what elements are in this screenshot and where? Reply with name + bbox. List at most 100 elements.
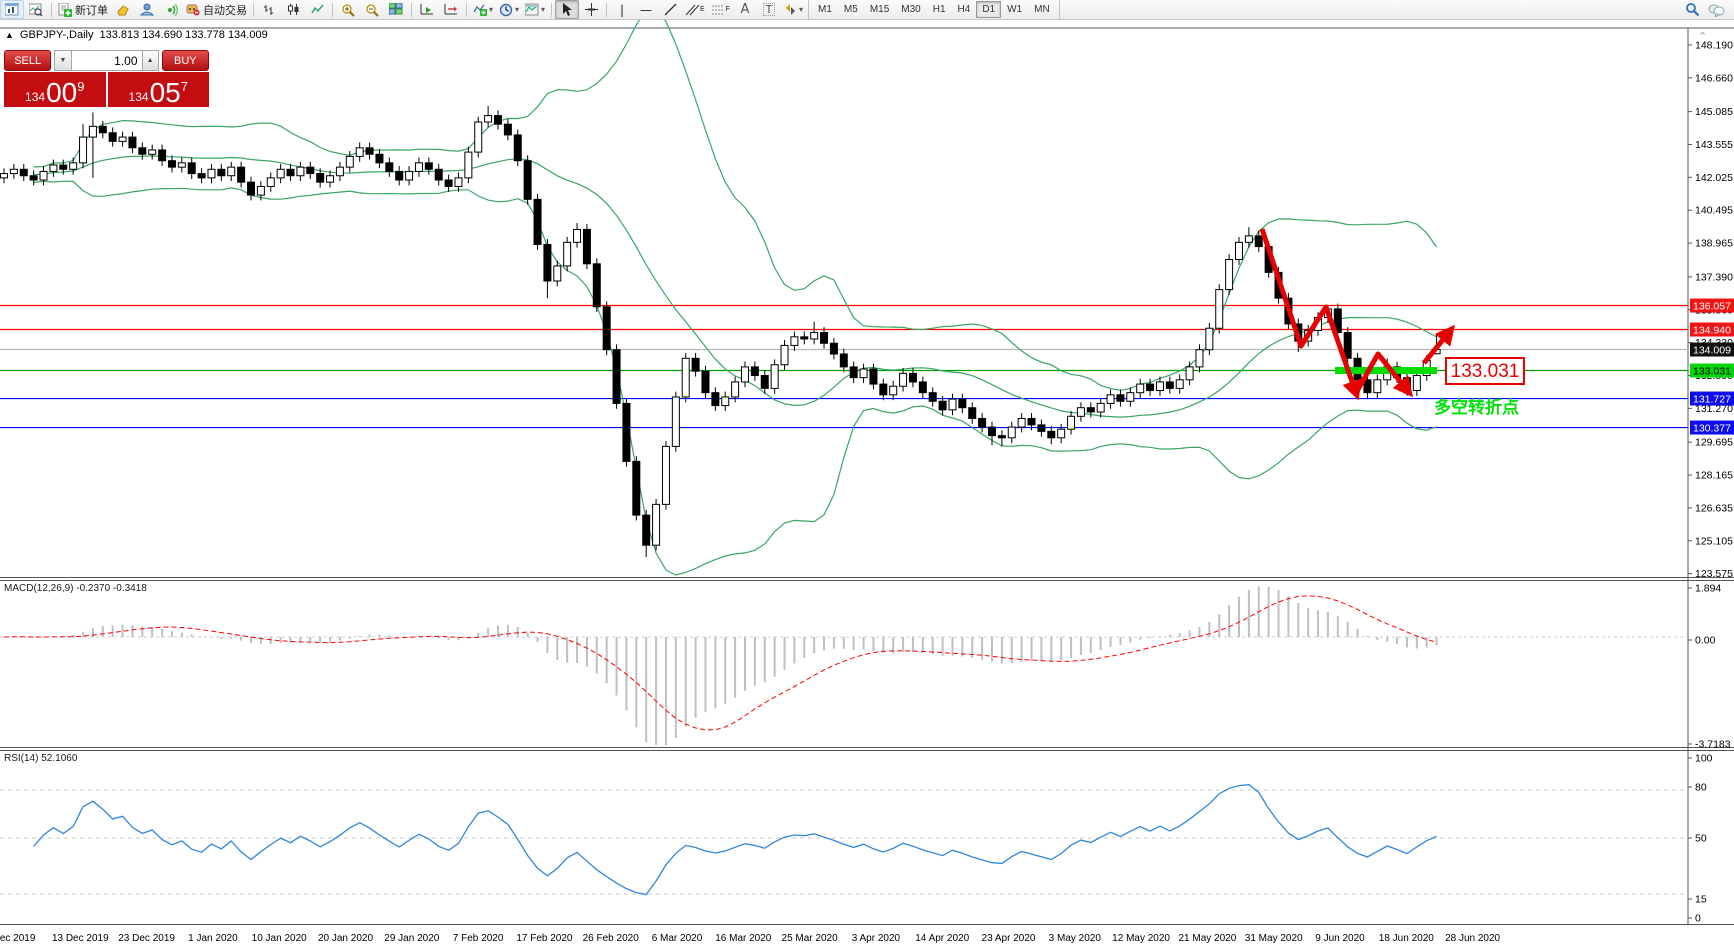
time-axis[interactable]: Dec 2019 13 Dec 2019 23 Dec 2019 1 Jan 2020… [0, 933, 1501, 944]
candle-body [256, 185, 265, 196]
candle-body [345, 155, 354, 168]
search-button[interactable] [1680, 0, 1704, 19]
timeframe-m15[interactable]: M15 [869, 4, 890, 15]
chat-button[interactable] [1704, 0, 1728, 19]
templates-button[interactable]: ▾ [522, 0, 548, 19]
price-callout-box[interactable] [1445, 357, 1525, 385]
candle-body [98, 125, 107, 134]
price-axis[interactable]: 148.190 146.660 145.085 143.555 142.025 140.4… [1688, 39, 1734, 580]
candle-body [1027, 417, 1036, 426]
timeframe-w1[interactable]: W1 [1007, 4, 1023, 15]
candle-body [1195, 349, 1204, 368]
price-badge-label: 131.727 [1693, 394, 1731, 406]
timeframe-d1[interactable]: D1 [976, 1, 1002, 18]
text-button[interactable]: A [733, 0, 757, 19]
channel-button[interactable]: E [682, 0, 708, 19]
timeframe-m5[interactable]: M5 [843, 4, 858, 15]
price-badge-label: 134.940 [1693, 325, 1731, 337]
candle-body [820, 332, 829, 344]
support-zone-bar[interactable] [1335, 367, 1437, 375]
vertical-line-button[interactable]: | [610, 0, 634, 19]
volume-decrease-button[interactable]: ▼ [54, 50, 72, 71]
candlestick-chart-icon [287, 3, 300, 16]
horizontal-line-button[interactable]: — [634, 0, 658, 19]
candlestick-chart-button[interactable] [281, 0, 305, 19]
candle-body [197, 173, 206, 179]
text-label-button[interactable]: T [757, 0, 781, 19]
volume-increase-button[interactable]: ▲ [141, 50, 159, 71]
timeframe-m30[interactable]: M30 [901, 4, 921, 15]
price-tick-label: 123.575 [1695, 568, 1733, 580]
date-tick-label: 14 Apr 2020 [915, 933, 969, 944]
price-tick-label: 146.660 [1695, 72, 1733, 84]
line-chart-icon [310, 3, 324, 16]
pane-frames-layer: ⌃ [0, 27, 1734, 925]
trend-zigzag-arrow[interactable] [1422, 324, 1456, 365]
metaeditor-button[interactable] [111, 0, 135, 19]
zoom-out-button[interactable] [360, 0, 384, 19]
candle-body [128, 136, 137, 149]
bollinger-lower-band [33, 180, 1437, 576]
candle-body [1086, 407, 1095, 413]
trend-zigzag-arrow[interactable] [1259, 228, 1362, 401]
cursor-button[interactable] [555, 0, 580, 19]
candle-body [790, 336, 799, 346]
trendline-button[interactable] [658, 0, 682, 19]
date-tick-label: 6 Mar 2020 [652, 933, 703, 944]
candle-body [859, 368, 868, 379]
profiles-button[interactable] [24, 0, 48, 19]
candle-body [207, 168, 216, 179]
candle-body [1235, 241, 1243, 261]
date-tick-label: 28 Jun 2020 [1445, 933, 1500, 944]
candle-body [1185, 366, 1194, 381]
fibonacci-button[interactable]: F [708, 0, 733, 19]
rsi-axis-label: 0 [1695, 913, 1701, 925]
periods-button[interactable]: ▾ [496, 0, 522, 19]
bar-chart-button[interactable] [257, 0, 281, 19]
timeframe-m1[interactable]: M1 [818, 4, 832, 15]
trend-zigzag-arrow[interactable] [1353, 351, 1414, 398]
volume-input[interactable] [71, 50, 142, 71]
date-tick-label: 3 Apr 2020 [852, 933, 901, 944]
tile-windows-button[interactable] [384, 0, 408, 19]
candle-body [1047, 430, 1056, 439]
line-chart-button[interactable] [305, 0, 329, 19]
timeframe-mn[interactable]: MN [1034, 4, 1050, 15]
turning-point-note[interactable]: 多空转折点 [1434, 397, 1519, 417]
candle-body [810, 332, 819, 340]
arrows-button[interactable]: ▾ [781, 0, 806, 19]
buy-price-box[interactable]: 134 05 7 [107, 72, 209, 107]
zoom-in-button[interactable] [336, 0, 360, 19]
sell-button[interactable]: SELL [4, 50, 52, 71]
timeframe-h4[interactable]: H4 [957, 4, 971, 15]
collapse-trade-panel-icon[interactable]: ▲ [5, 30, 14, 40]
chart-shift-button[interactable] [439, 0, 463, 19]
buy-price-pip: 7 [180, 79, 188, 94]
new-chart-icon [5, 3, 19, 16]
timeframe-h1[interactable]: H1 [932, 4, 946, 15]
price-badge [1690, 342, 1734, 357]
candle-body [1343, 332, 1352, 359]
annotation-layer[interactable]: 133.031 多空转折点 [1259, 228, 1525, 417]
fibonacci-icon [711, 3, 726, 16]
date-tick-label: 23 Apr 2020 [982, 933, 1036, 944]
mql5-community-icon [140, 3, 154, 16]
candle-body [869, 368, 878, 385]
crosshair-button[interactable] [579, 0, 603, 19]
candle-body [474, 121, 483, 153]
new-order-button[interactable]: 新订单 [55, 0, 111, 19]
text-label-icon: T [762, 3, 776, 16]
mql5-community-button[interactable] [135, 0, 159, 19]
signals-button[interactable] [159, 0, 183, 19]
macd-layer: 1.894 0.00 -3.7183 [0, 583, 1731, 751]
indicators-button[interactable]: ▾ [470, 0, 496, 19]
auto-scroll-button[interactable] [415, 0, 439, 19]
date-tick-label: 26 Feb 2020 [583, 933, 640, 944]
chart-surface[interactable]: ⌃ 1.894 0.00 -3.7183 100 80 50 15 0 148.190 146… [0, 19, 1734, 948]
buy-button[interactable]: BUY [161, 50, 209, 71]
sell-price-box[interactable]: 134 00 9 [4, 72, 106, 107]
autotrading-button[interactable]: 自动交易 [183, 0, 250, 19]
new-chart-button[interactable] [0, 0, 24, 19]
rsi-axis-label: 15 [1695, 894, 1707, 906]
price-tick-label: 138.965 [1695, 238, 1733, 250]
